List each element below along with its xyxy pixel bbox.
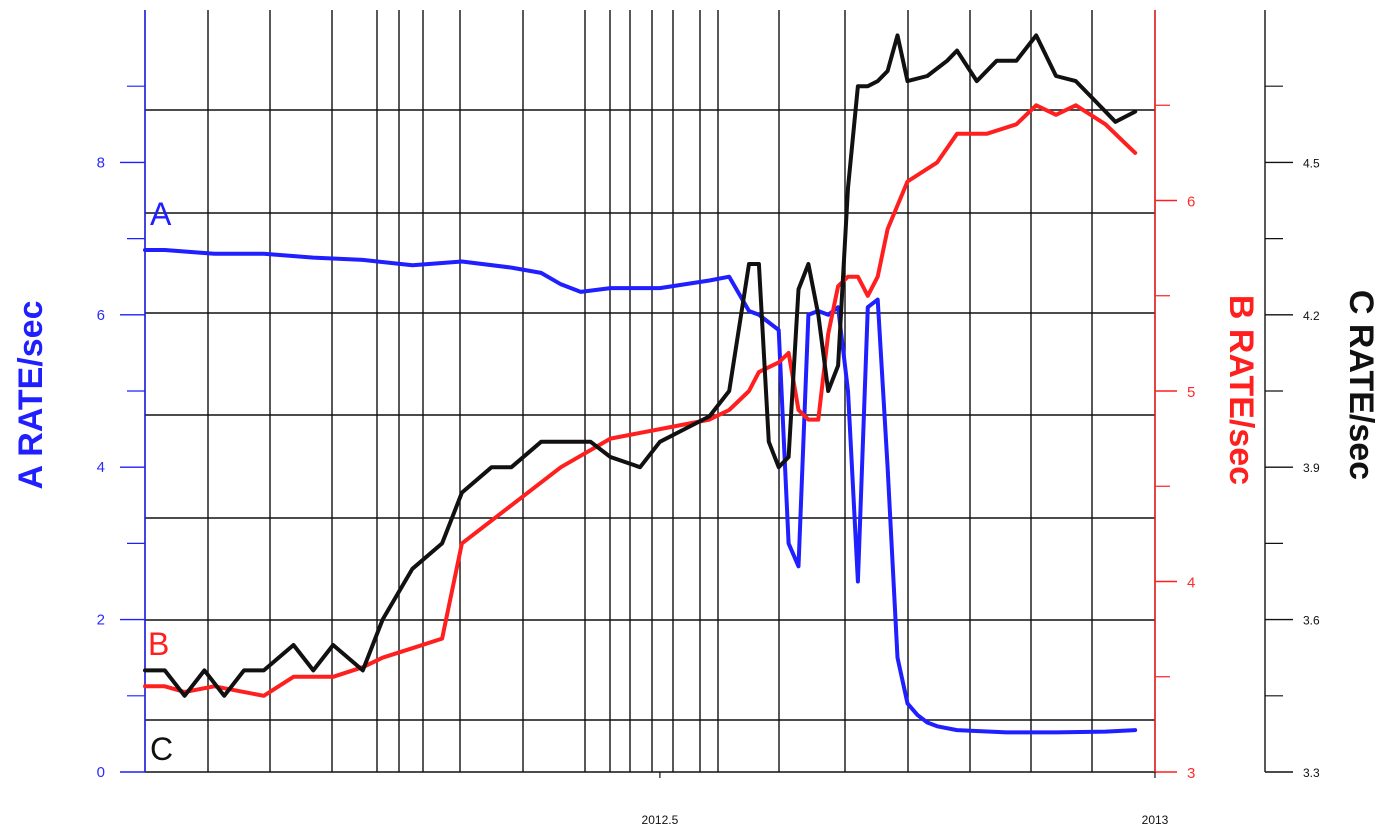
a-tick-label: 0 — [97, 764, 105, 781]
x-tick-label: 2013 — [1142, 813, 1169, 827]
b-tick-label: 6 — [1187, 194, 1195, 211]
a-tick-label: 6 — [97, 307, 105, 324]
c-tick-label: 4.5 — [1303, 156, 1320, 170]
grid — [144, 10, 1156, 773]
b-tick-label: 4 — [1187, 575, 1195, 592]
axes: 0 2 4 6 8 3 4 5 6 3.3 3.6 3.9 4.2 4.5 2012.5 2013 — [97, 10, 1320, 827]
c-axis-title: C RATE/sec — [1342, 290, 1380, 480]
series-line-b — [143, 103, 1138, 698]
c-tick-label: 3.3 — [1303, 766, 1320, 780]
c-tick-label: 3.6 — [1303, 614, 1320, 628]
series-label-b: B — [148, 626, 169, 662]
series-label-a: A — [150, 196, 172, 232]
c-tick-label: 4.2 — [1303, 309, 1320, 323]
a-tick-label: 4 — [97, 459, 105, 476]
labels: A B C A RATE/sec B RATE/sec C RATE/sec — [12, 196, 1380, 767]
series-line-a — [143, 248, 1138, 735]
b-tick-label: 3 — [1187, 765, 1195, 782]
a-tick-label: 2 — [97, 612, 105, 629]
a-tick-label: 8 — [97, 154, 105, 171]
series-lines — [143, 33, 1138, 735]
x-tick-label: 2012.5 — [642, 813, 679, 827]
series-line-c — [143, 33, 1138, 698]
c-tick-label: 3.9 — [1303, 461, 1320, 475]
series-label-c: C — [150, 731, 173, 767]
b-tick-label: 5 — [1187, 384, 1195, 401]
b-axis-title: B RATE/sec — [1222, 295, 1260, 485]
a-axis-title: A RATE/sec — [12, 301, 50, 490]
